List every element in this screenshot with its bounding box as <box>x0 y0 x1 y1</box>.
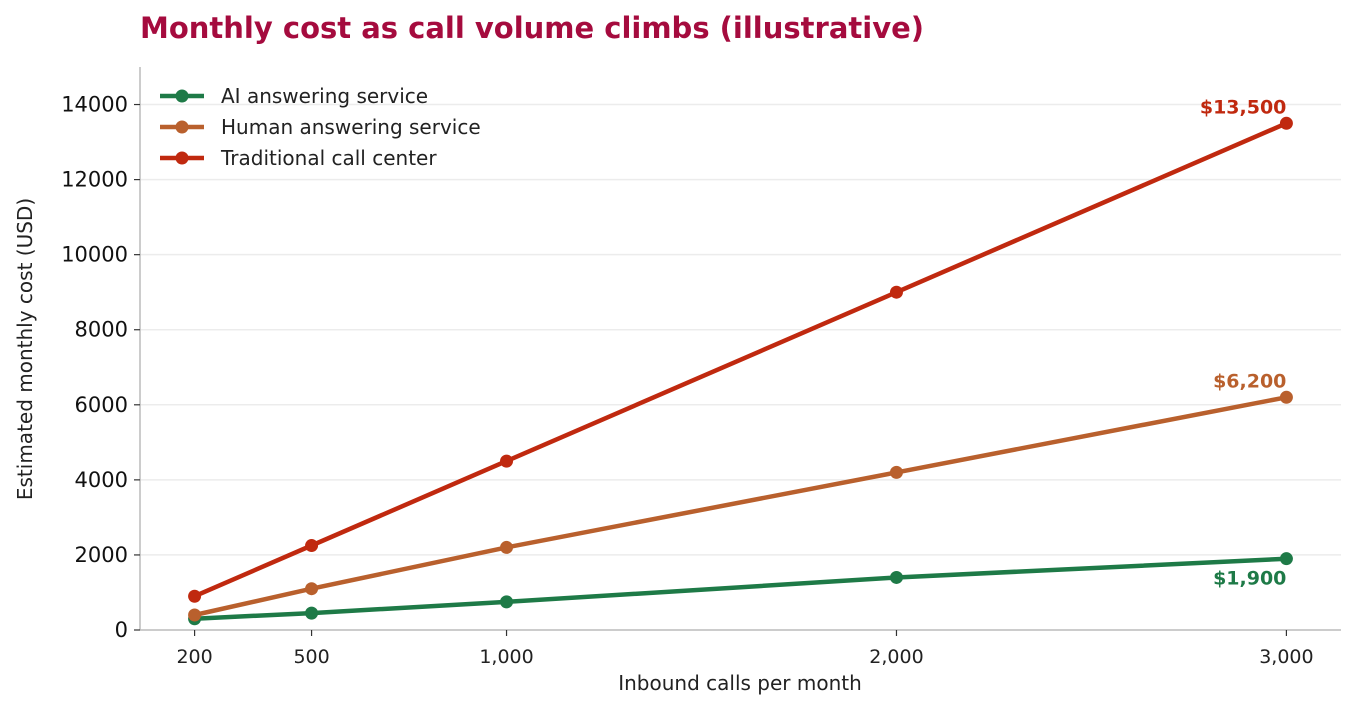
gridlines <box>140 103 1341 556</box>
y-tick-label: 8000 <box>75 318 128 342</box>
legend-swatch-marker <box>175 89 189 103</box>
legend-label: AI answering service <box>221 84 428 108</box>
y-tick-label: 0 <box>115 618 128 642</box>
end-value-label: $1,900 <box>1213 568 1286 590</box>
data-point <box>305 582 319 596</box>
legend-item: Traditional call center <box>160 146 437 170</box>
x-tick-label: 200 <box>176 646 212 668</box>
chart-title: Monthly cost as call volume climbs (illu… <box>140 11 924 45</box>
series-layer <box>188 116 1293 626</box>
data-point <box>188 608 202 622</box>
legend-label: Traditional call center <box>220 146 437 170</box>
y-tick-label: 12000 <box>61 168 128 192</box>
data-point <box>889 285 903 299</box>
data-point <box>889 570 903 584</box>
data-point <box>1279 390 1293 404</box>
data-point <box>500 540 514 554</box>
x-axis-ticks: 200 500 1,000 2,000 3,000 <box>176 630 1314 668</box>
y-axis-label: Estimated monthly cost (USD) <box>13 198 37 500</box>
data-point <box>1279 552 1293 566</box>
x-axis-label: Inbound calls per month <box>618 671 862 695</box>
data-point <box>889 465 903 479</box>
legend-item: AI answering service <box>160 84 428 108</box>
legend: AI answering service Human answering serv… <box>160 84 481 170</box>
y-tick-label: 14000 <box>61 93 128 117</box>
annotation-layer: $13,500 $6,200 $1,900 <box>1200 96 1287 589</box>
end-value-label: $13,500 <box>1200 96 1287 118</box>
data-point <box>500 454 514 468</box>
x-tick-label: 2,000 <box>869 646 923 668</box>
end-value-label: $6,200 <box>1213 370 1286 392</box>
data-point <box>188 589 202 603</box>
data-point <box>305 539 319 553</box>
x-tick-label: 3,000 <box>1259 646 1313 668</box>
x-tick-label: 500 <box>293 646 329 668</box>
y-tick-label: 2000 <box>75 543 128 567</box>
series-line <box>192 556 1289 621</box>
series-line <box>192 121 1289 599</box>
series-0 <box>188 552 1293 626</box>
series-2 <box>188 116 1293 603</box>
y-tick-label: 10000 <box>61 243 128 267</box>
legend-swatch-marker <box>175 120 189 134</box>
series-1 <box>188 390 1293 622</box>
y-tick-label: 6000 <box>75 393 128 417</box>
series-line <box>192 395 1289 618</box>
legend-swatch-marker <box>175 151 189 165</box>
data-point <box>500 595 514 609</box>
y-axis-ticks: 0 2000 4000 6000 8000 10000 12000 14000 <box>61 93 140 642</box>
legend-item: Human answering service <box>160 115 481 139</box>
y-tick-label: 4000 <box>75 468 128 492</box>
data-point <box>1279 116 1293 130</box>
data-point <box>305 606 319 620</box>
legend-label: Human answering service <box>221 115 481 139</box>
x-tick-label: 1,000 <box>479 646 533 668</box>
